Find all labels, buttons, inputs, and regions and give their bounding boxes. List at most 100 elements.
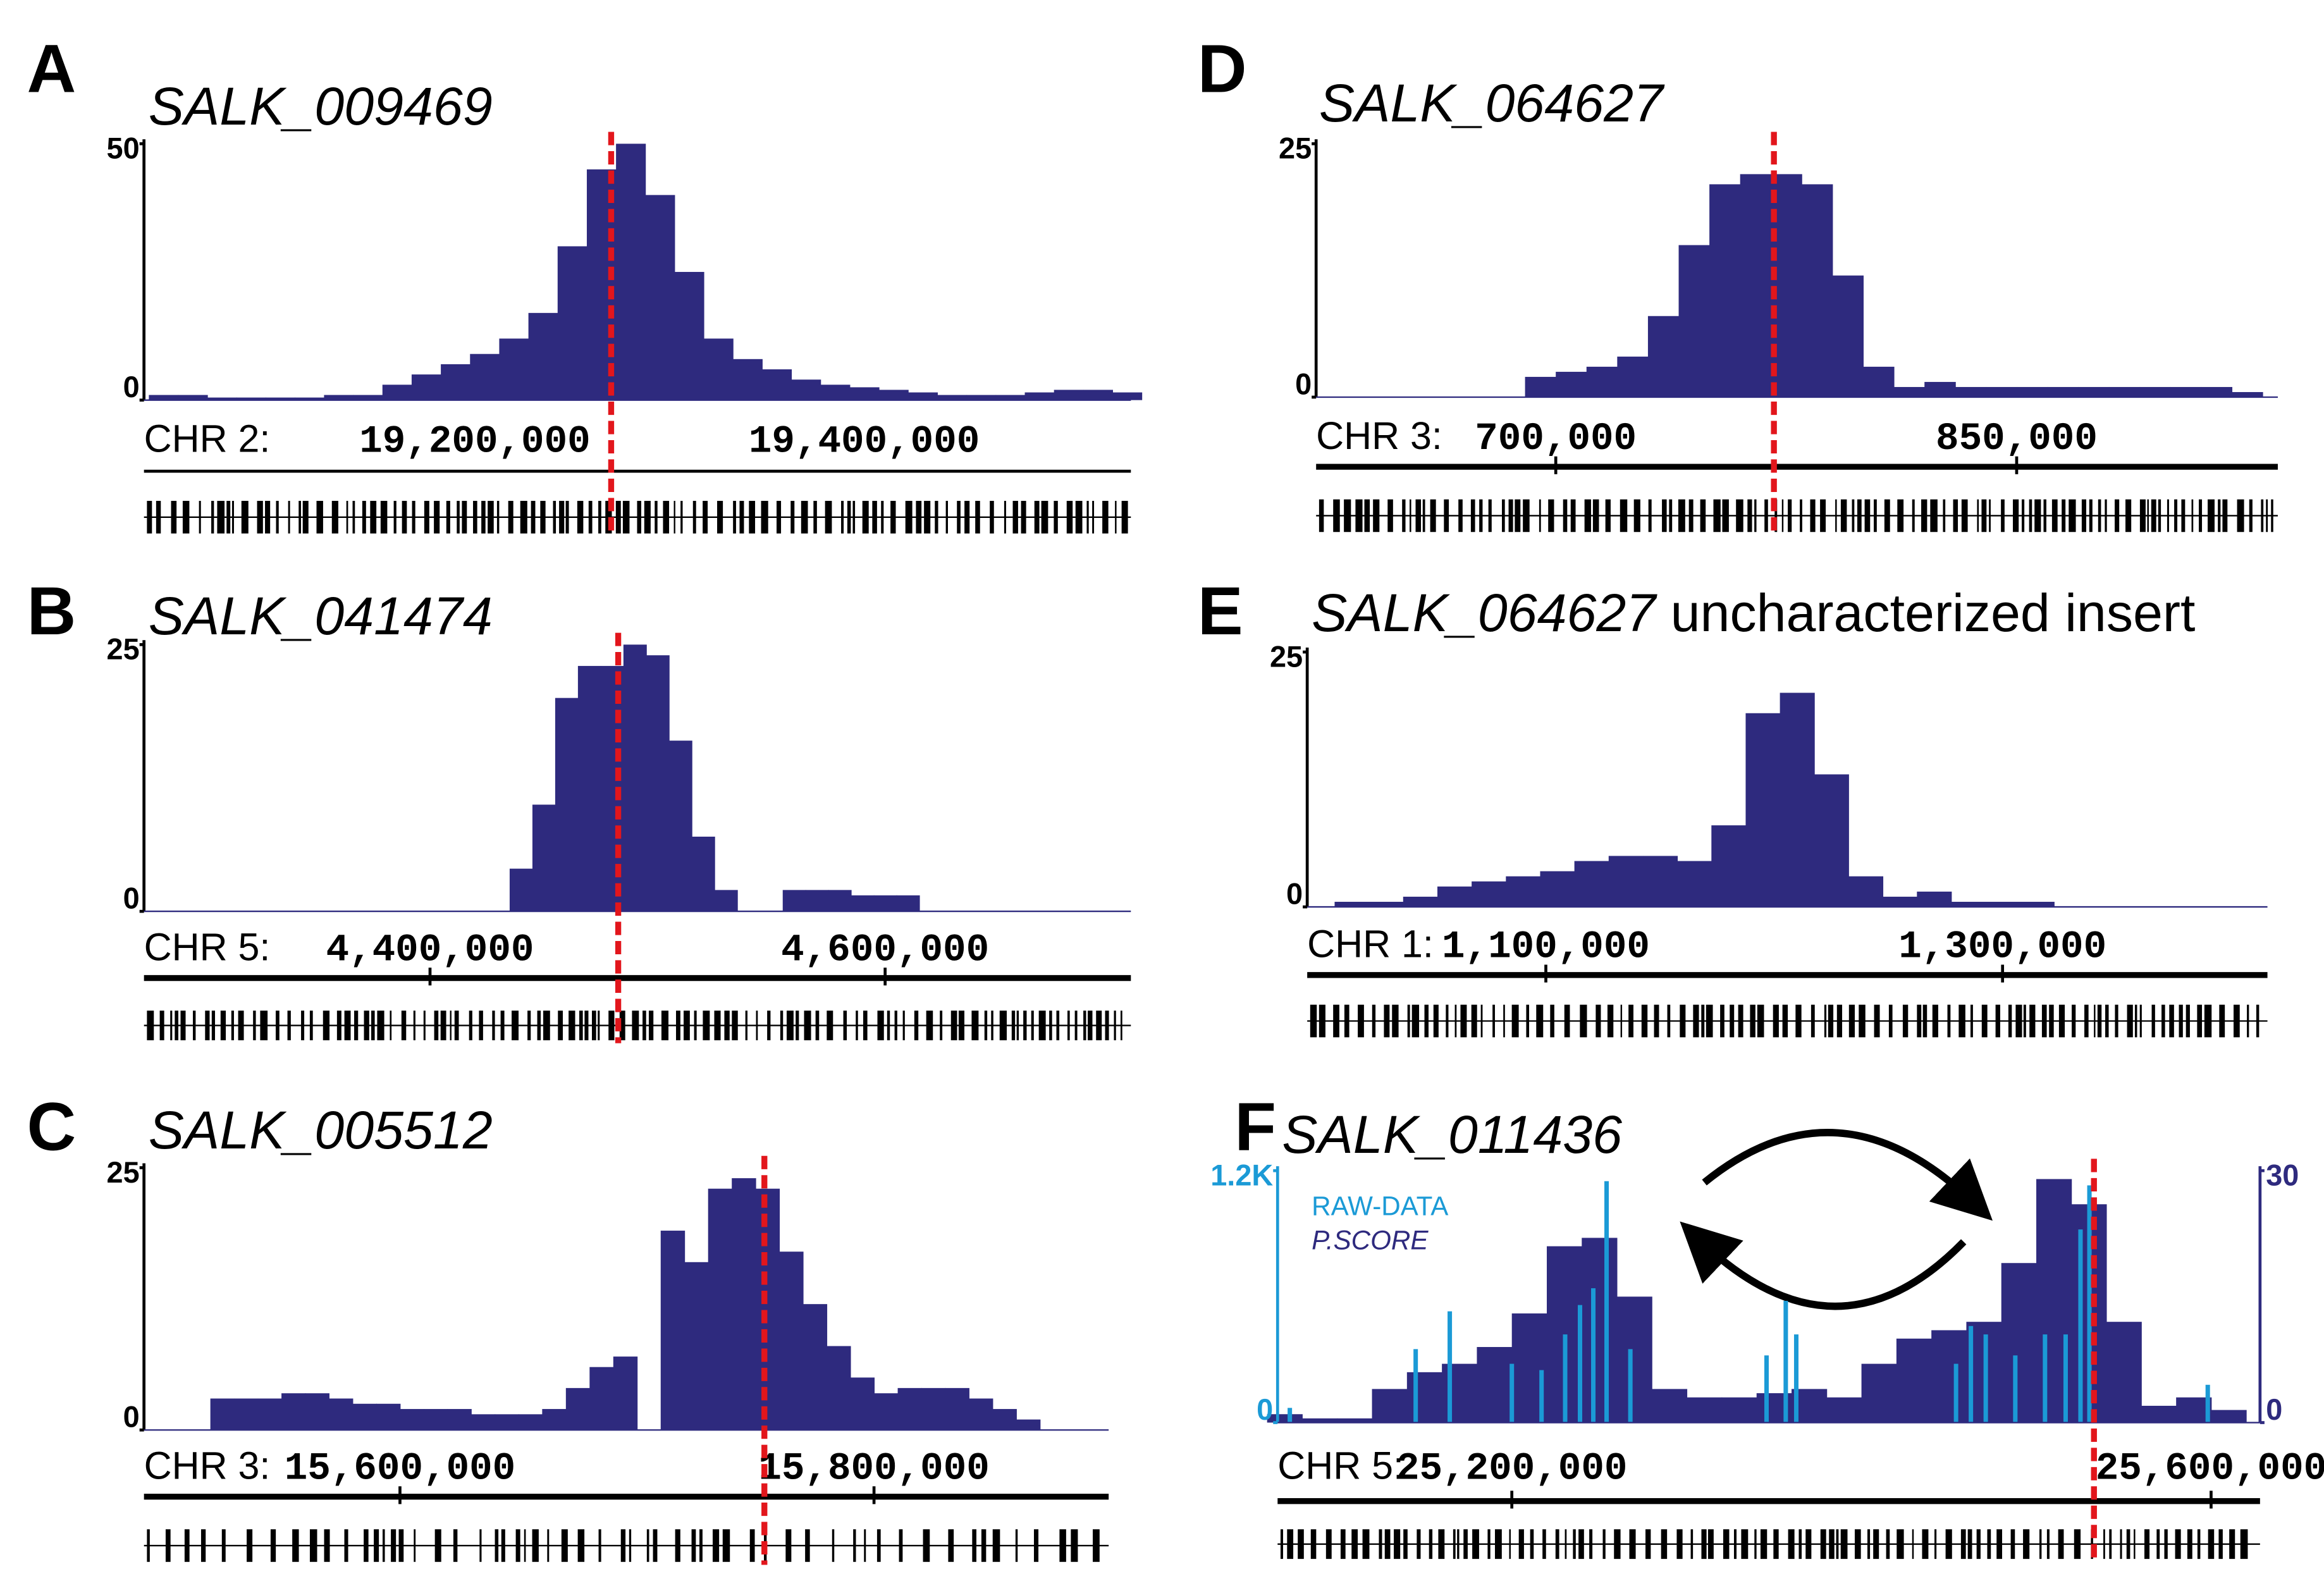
bar [1604,1181,1609,1423]
gene [1750,1004,1755,1038]
gene [309,1529,317,1562]
gene [2010,1529,2015,1559]
gene [2229,1529,2235,1559]
gene [2069,499,2076,532]
bar [382,384,412,400]
x-tick-label: 15,600,000 [285,1448,516,1491]
y-tick-label: 25 [1279,132,1312,165]
gene [1614,1529,1621,1559]
bar [2087,1185,2092,1423]
bar [850,1377,875,1430]
gene [1494,1529,1502,1559]
gene [1701,1004,1705,1038]
gene [344,1529,348,1562]
gene [527,1011,531,1040]
gene [2134,1004,2137,1038]
bar [1372,1389,1408,1423]
bar [1563,1334,1568,1423]
bar [2139,386,2171,397]
gene [520,501,527,534]
gene [675,1529,680,1562]
gene [2139,1004,2142,1038]
gene [1584,499,1591,532]
bar [1740,174,1772,397]
gene [2161,1004,2165,1038]
y-tick-label: 25 [1270,640,1303,673]
bar [1525,376,1557,397]
gene [1011,1011,1016,1040]
gene [1548,499,1554,532]
gene [790,501,795,534]
gene [1372,1004,1376,1038]
bar [897,1387,922,1430]
bar [281,1393,306,1430]
gene [1454,1004,1457,1038]
gene [260,1011,268,1040]
gene [1678,499,1685,532]
bar [1556,371,1587,397]
gene [1015,1529,1018,1562]
gene [1555,1529,1559,1559]
bar [2078,1229,2083,1423]
gene [940,1011,943,1040]
bar [2001,1263,2037,1423]
gene [412,501,415,534]
gene [1384,1529,1391,1559]
gene [2247,1004,2249,1038]
gene [2179,1004,2183,1038]
bar [1678,245,1711,397]
gene [1362,1529,1370,1559]
gene [1829,1529,1835,1559]
gene [2034,499,2041,532]
gene [972,1529,976,1562]
gene [346,501,348,534]
gene [323,1011,330,1040]
gene [2115,1004,2118,1038]
gene [1989,499,1991,532]
bar [1448,1311,1453,1423]
gene [316,501,323,534]
gene [1867,1529,1871,1559]
x-axis-label: CHR 5: [144,925,271,968]
panel-title: SALK_009469 [149,77,493,136]
bar [577,666,601,912]
gene [398,1529,404,1562]
gene [2015,1004,2022,1038]
bar [613,1356,638,1430]
bar [495,1414,519,1430]
gene [632,1011,639,1040]
gene [370,501,377,534]
gene [815,1011,820,1040]
gene [712,1529,720,1562]
gene [1680,1004,1686,1038]
panel-letter: F [1234,1088,1276,1164]
gene [1355,499,1363,532]
panel-letter: A [27,30,77,106]
gene [1922,1529,1929,1559]
gene [584,1011,589,1040]
gene [1550,1004,1554,1038]
gene [1917,1004,1922,1038]
gene [1760,1529,1768,1559]
gene [749,1529,755,1562]
gene [2029,1004,2036,1038]
gene [1693,1004,1699,1038]
gene [1852,499,1855,532]
bar [1783,1300,1788,1423]
bar [499,338,529,400]
gene [935,501,938,534]
gene [1096,1011,1102,1040]
bar [714,890,738,912]
gene [1782,1004,1788,1038]
gene [1536,1004,1544,1038]
gene [561,1529,568,1562]
bar [1472,881,1507,907]
gene [2046,1529,2050,1559]
bar [423,1409,448,1430]
gene [1595,1004,1601,1038]
gene [1492,1004,1495,1038]
panel: B SALK_041474 0 25 CHR 5: 4,400,000 4,600,000 [27,572,1131,1043]
gene [1458,499,1463,532]
gene [644,501,651,534]
gene [1888,1004,1893,1038]
